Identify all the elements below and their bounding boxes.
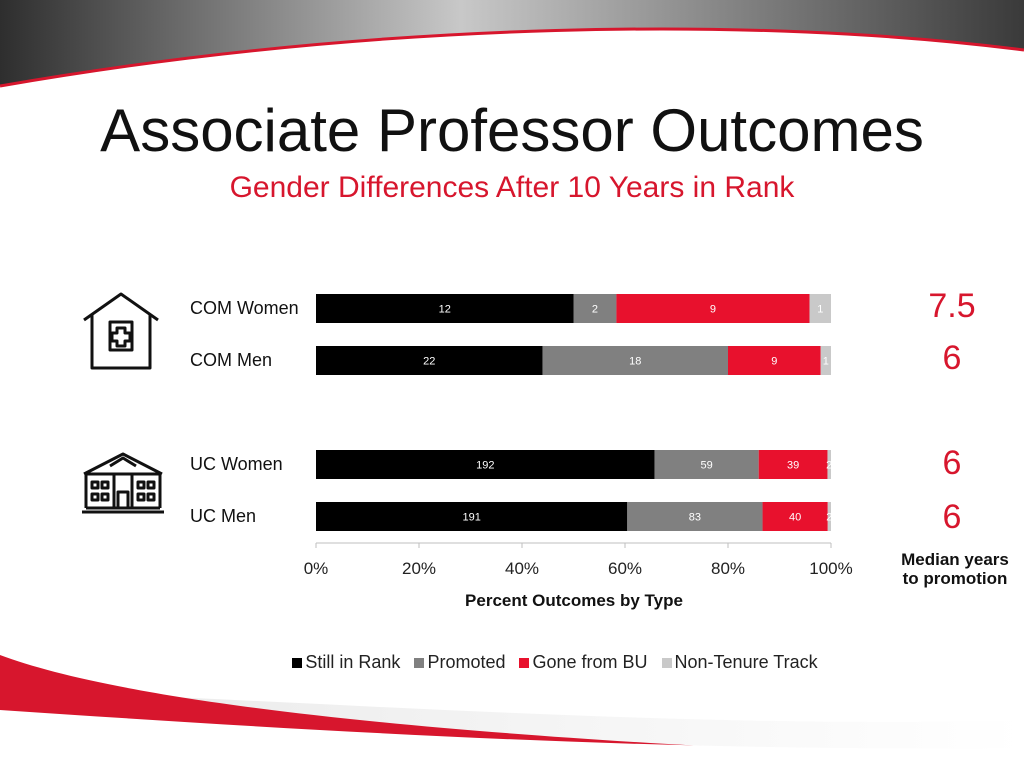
- bar-com-men-still-in-rank: [316, 346, 543, 375]
- bar-uc-men-non-tenure-track: [827, 502, 831, 531]
- bar-com-women-still-in-rank: [316, 294, 574, 323]
- data-label: 83: [689, 512, 701, 524]
- category-label-com-men: COM Men: [190, 350, 272, 370]
- data-label: 22: [423, 356, 435, 368]
- x-tick-label: 0%: [304, 559, 329, 578]
- data-label: 191: [462, 512, 480, 524]
- x-axis-label: Percent Outcomes by Type: [465, 591, 683, 610]
- bottom-white-swoosh: [0, 710, 1024, 768]
- x-tick-label: 60%: [608, 559, 642, 578]
- legend-label: Still in Rank: [305, 652, 401, 672]
- category-label-uc-men: UC Men: [190, 506, 256, 526]
- legend-swatch: [292, 657, 303, 668]
- x-tick-label: 100%: [809, 559, 852, 578]
- median-value-com-men: 6: [942, 339, 962, 377]
- median-caption: Median years to promotion: [901, 550, 1009, 588]
- median-value-uc-men: 6: [942, 498, 962, 536]
- slide-subtitle: Gender Differences After 10 Years in Ran…: [229, 171, 795, 204]
- data-label: 18: [629, 356, 641, 368]
- data-label: 40: [789, 512, 801, 524]
- bar-uc-men-still-in-rank: [316, 502, 628, 531]
- data-label: 9: [710, 304, 716, 316]
- data-label: 2: [826, 460, 832, 472]
- data-label: 39: [787, 460, 799, 472]
- x-tick-label: 20%: [402, 559, 436, 578]
- legend-label: Promoted: [427, 652, 506, 672]
- bar-com-men-gone-from-bu: [728, 346, 821, 375]
- hospital-icon: [83, 292, 159, 370]
- bar-com-men-non-tenure-track: [820, 346, 831, 375]
- legend-swatch: [661, 657, 672, 668]
- legend-item-promoted: Promoted: [414, 652, 505, 673]
- legend-label: Gone from BU: [532, 652, 648, 672]
- bar-uc-men-gone-from-bu: [762, 502, 828, 531]
- x-tick-label: 40%: [505, 559, 539, 578]
- bar-com-women-non-tenure-track: [809, 294, 831, 323]
- x-tick-label: 80%: [711, 559, 745, 578]
- legend-label: Non-Tenure Track: [674, 652, 818, 672]
- data-label: 192: [476, 460, 494, 472]
- top-swoosh: [0, 0, 1024, 86]
- legend-item-still-in-rank: Still in Rank: [292, 652, 400, 673]
- slide-title: Associate Professor Outcomes: [100, 97, 924, 164]
- data-label: 2: [826, 512, 832, 524]
- top-red-line: [0, 27, 1024, 88]
- category-label-uc-women: UC Women: [190, 454, 283, 474]
- legend-item-non-tenure-track: Non-Tenure Track: [661, 652, 818, 673]
- bar-com-men-promoted: [542, 346, 728, 375]
- median-value-uc-women: 6: [942, 444, 962, 482]
- data-label: 59: [701, 460, 713, 472]
- category-label-com-women: COM Women: [190, 298, 299, 318]
- bar-uc-women-non-tenure-track: [827, 450, 831, 479]
- bar-com-women-promoted: [573, 294, 617, 323]
- university-building-icon: [82, 452, 164, 514]
- data-label: 12: [439, 304, 451, 316]
- legend-swatch: [519, 657, 530, 668]
- data-label: 9: [771, 356, 777, 368]
- bar-com-women-gone-from-bu: [616, 294, 810, 323]
- chart-legend: Still in Rank Promoted Gone from BU Non-…: [0, 652, 1024, 673]
- median-value-com-women: 7.5: [928, 287, 976, 325]
- data-label: 2: [592, 304, 598, 316]
- data-label: 1: [817, 304, 823, 316]
- legend-swatch: [414, 657, 425, 668]
- bar-uc-women-still-in-rank: [316, 450, 655, 479]
- bar-uc-men-promoted: [627, 502, 763, 531]
- bar-uc-women-gone-from-bu: [758, 450, 828, 479]
- bar-uc-women-promoted: [654, 450, 759, 479]
- data-label: 1: [823, 356, 829, 368]
- legend-item-gone-from-bu: Gone from BU: [519, 652, 648, 673]
